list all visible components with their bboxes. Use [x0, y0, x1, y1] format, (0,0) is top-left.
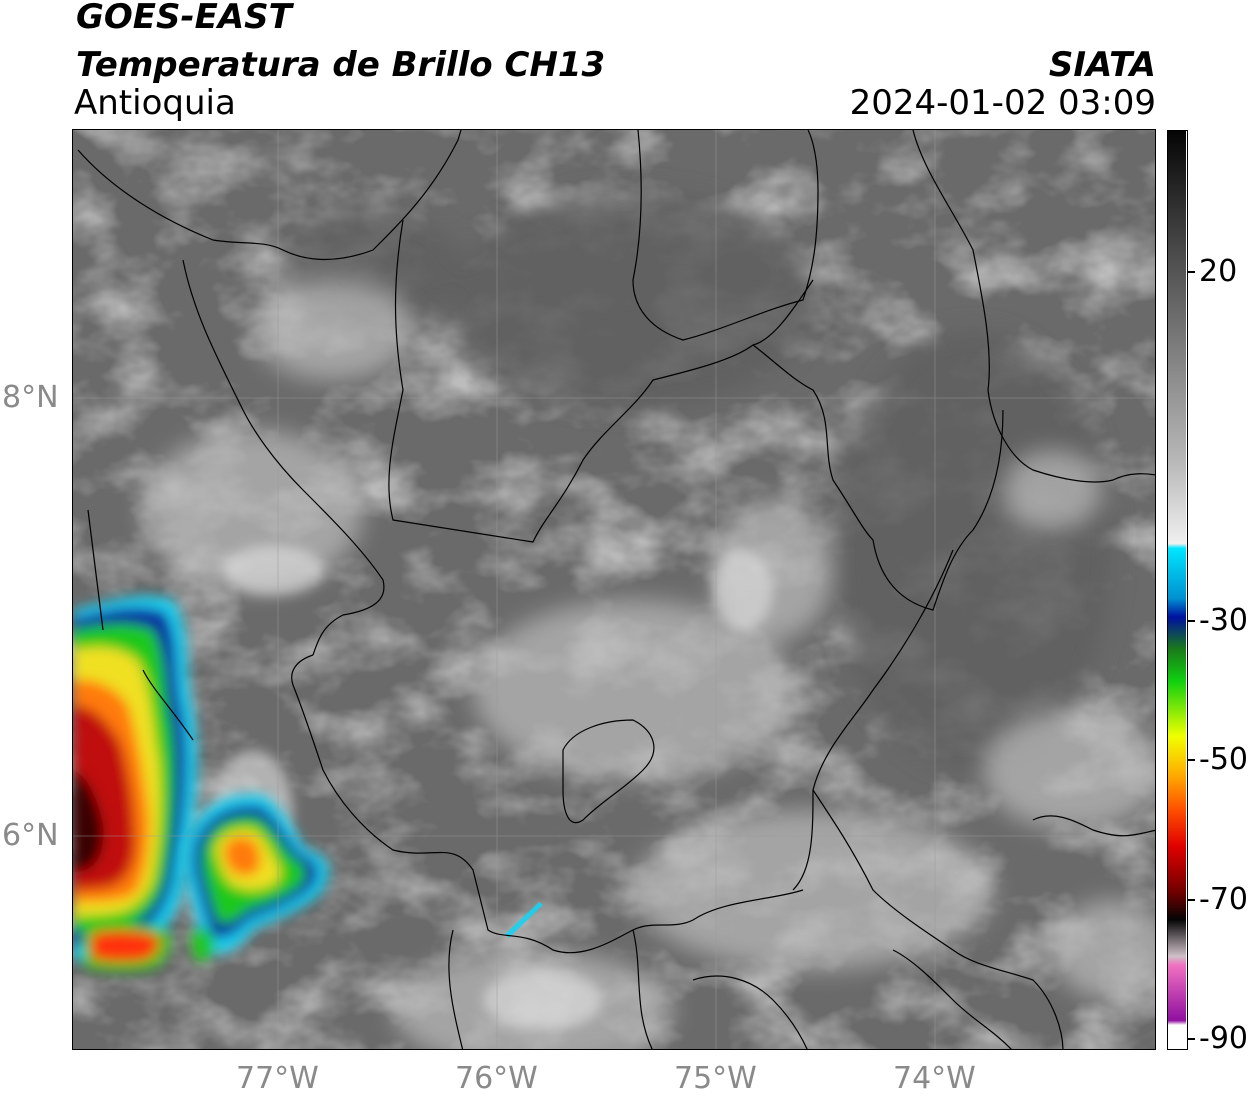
- product-title: Temperatura de Brillo CH13: [76, 45, 606, 85]
- lon-label-75w: 75°W: [674, 1061, 757, 1096]
- cold-streak: [505, 902, 543, 938]
- satellite-title: GOES-EAST: [76, 0, 292, 37]
- graticule: [73, 130, 1155, 1049]
- colorbar-gradient: [1168, 131, 1186, 1048]
- cbar-tick-minus30: [1188, 620, 1195, 622]
- lat-label-6n: 6°N: [2, 818, 59, 853]
- cbar-tick-minus90: [1188, 1038, 1195, 1040]
- region-title: Antioquia: [74, 83, 236, 123]
- cbar-label-minus70: -70: [1199, 882, 1248, 917]
- map-canvas: [73, 130, 1155, 1049]
- convective-cloud-cell: [183, 794, 329, 962]
- colorbar: [1167, 130, 1188, 1050]
- agency-title: SIATA: [1048, 45, 1156, 85]
- boundaries: [77, 130, 1155, 1049]
- satellite-map: [72, 129, 1156, 1050]
- cbar-label-20: 20: [1199, 254, 1238, 289]
- cbar-label-minus50: -50: [1199, 742, 1248, 777]
- lon-label-76w: 76°W: [455, 1061, 538, 1096]
- cbar-tick-minus50: [1188, 759, 1195, 761]
- lat-label-8n: 8°N: [2, 380, 59, 415]
- convective-cloud-west: [73, 595, 198, 971]
- datetime-title: 2024-01-02 03:09: [849, 83, 1156, 123]
- lon-label-77w: 77°W: [236, 1061, 319, 1096]
- cbar-tick-minus70: [1188, 899, 1195, 901]
- lon-label-74w: 74°W: [893, 1061, 976, 1096]
- cbar-tick-20: [1188, 271, 1195, 273]
- cbar-label-minus90: -90: [1199, 1021, 1248, 1056]
- cbar-label-minus30: -30: [1199, 603, 1248, 638]
